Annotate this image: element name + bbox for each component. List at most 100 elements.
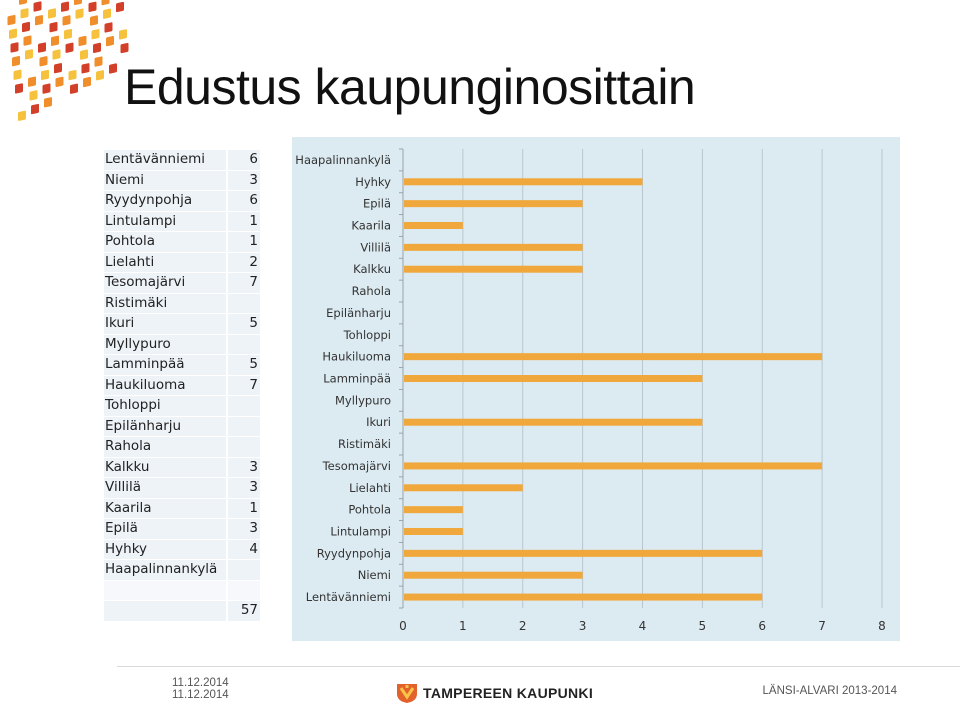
table-row: Ikuri 5 <box>104 313 260 335</box>
bar <box>404 178 643 186</box>
tampere-emblem-icon <box>397 684 417 703</box>
logo-tile <box>19 0 27 5</box>
district-count <box>226 395 260 417</box>
table-spacer-row <box>104 580 260 601</box>
chart-background <box>292 137 900 641</box>
logo-tile <box>48 8 56 19</box>
x-tick-label: 5 <box>699 619 707 633</box>
logo-tile <box>28 76 36 87</box>
table-row: Lentävänniemi 6 <box>104 150 260 171</box>
table-total-row: 57 <box>104 600 260 622</box>
representation-table: Lentävänniemi 6 Niemi 3 Ryydynpohja 6 Lintulam… <box>104 150 260 622</box>
city-footer-logo: TAMPEREEN KAUPUNKI <box>396 682 593 704</box>
district-name: Haapalinnankylä <box>104 559 227 581</box>
district-count: 2 <box>226 252 260 273</box>
district-count: 3 <box>226 477 260 499</box>
district-name: Tohloppi <box>104 395 227 417</box>
category-label: Kaarila <box>351 219 391 233</box>
project-label: LÄNSI-ALVARI 2013-2014 <box>762 685 897 697</box>
spacer-cell <box>226 580 260 601</box>
city-logo-pattern <box>7 0 129 121</box>
logo-tile <box>42 83 51 94</box>
bar <box>404 528 463 535</box>
district-count: 3 <box>226 457 260 478</box>
bar <box>404 375 703 382</box>
category-label: Villilä <box>360 240 391 254</box>
logo-tile <box>94 56 103 67</box>
district-name: Lintulampi <box>104 211 227 232</box>
table-row: Lielahti 2 <box>104 252 260 273</box>
logo-tile <box>96 70 104 81</box>
category-label: Pohtola <box>348 503 391 517</box>
district-name: Villilä <box>104 477 227 499</box>
total-label-cell <box>104 600 227 622</box>
category-label: Ristimäki <box>338 437 391 451</box>
table-row: Pohtola 1 <box>104 231 260 253</box>
district-name: Pohtola <box>104 231 227 253</box>
district-count <box>226 416 260 437</box>
district-name: Epilänharju <box>104 416 227 437</box>
table-row: Epilänharju <box>104 416 260 437</box>
district-name: Epilä <box>104 518 227 540</box>
district-name: Kaarila <box>104 498 227 519</box>
district-name: Lielahti <box>104 252 227 273</box>
logo-tile <box>88 1 97 12</box>
logo-tile <box>65 42 74 53</box>
x-tick-label: 8 <box>878 619 886 633</box>
bar <box>404 549 763 557</box>
category-label: Lamminpää <box>323 372 391 386</box>
table-row: Rahola <box>104 436 260 458</box>
district-name: Lentävänniemi <box>104 150 227 171</box>
logo-tile <box>61 1 69 12</box>
district-count: 6 <box>226 150 260 171</box>
bar <box>404 484 523 492</box>
bar <box>404 593 763 601</box>
footer-date: 11.12.2014 <box>172 677 229 689</box>
table-row: Ryydynpohja 6 <box>104 190 260 212</box>
table-row: Niemi 3 <box>104 170 260 191</box>
table-row: Villilä 3 <box>104 477 260 499</box>
district-count <box>226 436 260 458</box>
bar <box>404 265 583 273</box>
bar <box>404 462 823 470</box>
total-count: 57 <box>226 600 260 622</box>
logo-tile <box>91 29 100 40</box>
logo-tile <box>39 56 48 67</box>
category-label: Ikuri <box>366 415 391 429</box>
table-row: Lintulampi 1 <box>104 211 260 232</box>
x-tick-label: 0 <box>399 619 407 633</box>
logo-tile <box>90 15 98 26</box>
district-count: 3 <box>226 518 260 540</box>
logo-tile <box>25 49 33 60</box>
bar <box>404 571 583 579</box>
district-name: Niemi <box>104 170 227 191</box>
x-tick-label: 6 <box>758 619 766 633</box>
bar <box>404 353 823 361</box>
category-label: Kalkku <box>353 262 391 276</box>
category-label: Haukiluoma <box>322 350 391 364</box>
logo-tile <box>64 28 72 40</box>
district-count <box>226 559 260 581</box>
logo-tile <box>68 69 77 81</box>
logo-tile <box>109 63 117 74</box>
category-label: Rahola <box>352 284 391 298</box>
category-label: Ryydynpohja <box>317 546 391 560</box>
district-name: Tesomajärvi <box>104 272 227 294</box>
logo-tile <box>18 110 26 121</box>
logo-tile <box>38 42 46 53</box>
logo-tile <box>51 35 59 46</box>
table-row: Hyhky 4 <box>104 539 260 560</box>
logo-tile <box>33 1 42 12</box>
category-label: Lintulampi <box>330 525 391 539</box>
table-row: Lamminpää 5 <box>104 354 260 376</box>
logo-tile <box>54 63 62 74</box>
logo-tile <box>120 42 129 54</box>
district-count: 4 <box>226 539 260 560</box>
logo-tile <box>78 35 87 47</box>
category-label: Niemi <box>358 568 391 582</box>
district-count: 1 <box>226 498 260 519</box>
district-name: Hyhky <box>104 539 227 560</box>
logo-tile <box>74 0 82 6</box>
category-label: Tohloppi <box>343 328 391 342</box>
bar <box>404 243 583 251</box>
